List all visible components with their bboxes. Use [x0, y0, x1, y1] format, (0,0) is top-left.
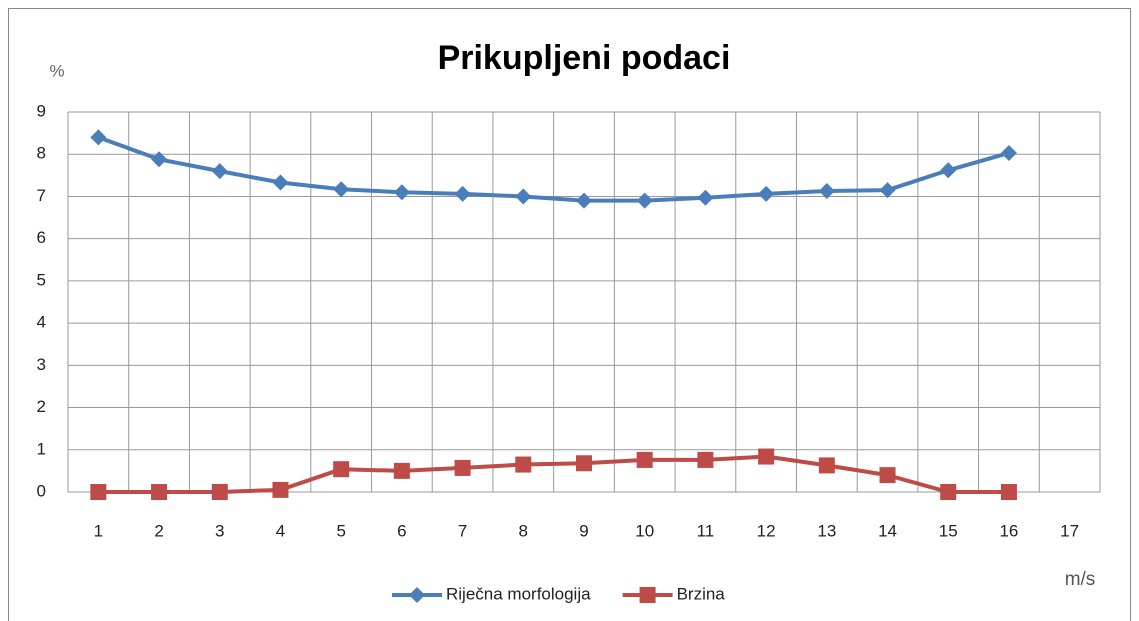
marker — [576, 455, 592, 472]
marker — [333, 461, 350, 478]
x-tick-label: 3 — [215, 521, 224, 540]
marker — [151, 151, 168, 168]
y-axis-label: % — [49, 61, 64, 80]
x-tick-label: 9 — [579, 521, 588, 540]
marker — [879, 182, 896, 199]
y-tick-label: 1 — [37, 439, 46, 458]
marker — [879, 467, 896, 484]
marker — [211, 163, 228, 180]
y-tick-label: 8 — [37, 144, 46, 163]
marker — [636, 451, 653, 468]
x-tick-label: 2 — [154, 521, 163, 540]
marker — [515, 188, 532, 205]
x-tick-label: 15 — [939, 521, 958, 540]
marker — [454, 185, 471, 202]
marker — [272, 481, 289, 498]
marker — [1000, 484, 1017, 500]
marker — [454, 459, 471, 476]
marker — [90, 129, 107, 146]
y-tick-label: 7 — [37, 186, 46, 205]
legend-label: Riječna morfologija — [446, 584, 591, 603]
marker — [940, 162, 957, 179]
marker — [818, 457, 835, 474]
marker — [409, 587, 425, 603]
marker — [272, 174, 289, 191]
x-tick-label: 1 — [94, 521, 103, 540]
y-tick-label: 5 — [37, 270, 46, 289]
y-tick-label: 0 — [37, 481, 46, 500]
marker — [639, 587, 656, 603]
x-tick-label: 17 — [1060, 521, 1079, 540]
x-tick-label: 12 — [757, 521, 776, 540]
y-tick-label: 6 — [37, 228, 46, 247]
marker — [211, 484, 228, 500]
marker — [515, 456, 532, 473]
marker — [758, 448, 775, 465]
series-line — [97, 135, 1010, 203]
x-tick-label: 10 — [635, 521, 654, 540]
x-axis-label: m/s — [1065, 569, 1096, 590]
chart-frame — [8, 8, 1131, 621]
x-tick-label: 7 — [458, 521, 467, 540]
marker — [333, 181, 350, 198]
marker — [818, 182, 835, 199]
marker — [393, 462, 410, 479]
legend-label: Brzina — [677, 584, 726, 603]
x-tick-label: 4 — [276, 521, 285, 540]
x-tick-label: 8 — [519, 521, 528, 540]
x-tick-label: 11 — [697, 521, 715, 540]
chart-title: Prikupljeni podaci — [438, 39, 731, 77]
marker — [636, 192, 653, 209]
x-tick-label: 13 — [817, 521, 836, 540]
x-tick-label: 5 — [336, 521, 345, 540]
marker — [393, 184, 410, 201]
marker — [576, 192, 592, 209]
marker — [697, 451, 714, 468]
series-line — [98, 454, 1009, 494]
y-tick-label: 9 — [37, 101, 46, 120]
marker — [151, 484, 168, 500]
marker — [1000, 144, 1017, 161]
marker — [697, 189, 714, 206]
y-tick-label: 3 — [37, 355, 46, 374]
marker — [758, 185, 775, 202]
y-tick-label: 4 — [37, 313, 46, 332]
marker — [90, 484, 107, 500]
x-tick-label: 16 — [999, 521, 1018, 540]
x-tick-label: 6 — [397, 521, 406, 540]
marker — [940, 484, 957, 500]
x-tick-label: 14 — [878, 521, 897, 540]
y-tick-label: 2 — [37, 397, 46, 416]
